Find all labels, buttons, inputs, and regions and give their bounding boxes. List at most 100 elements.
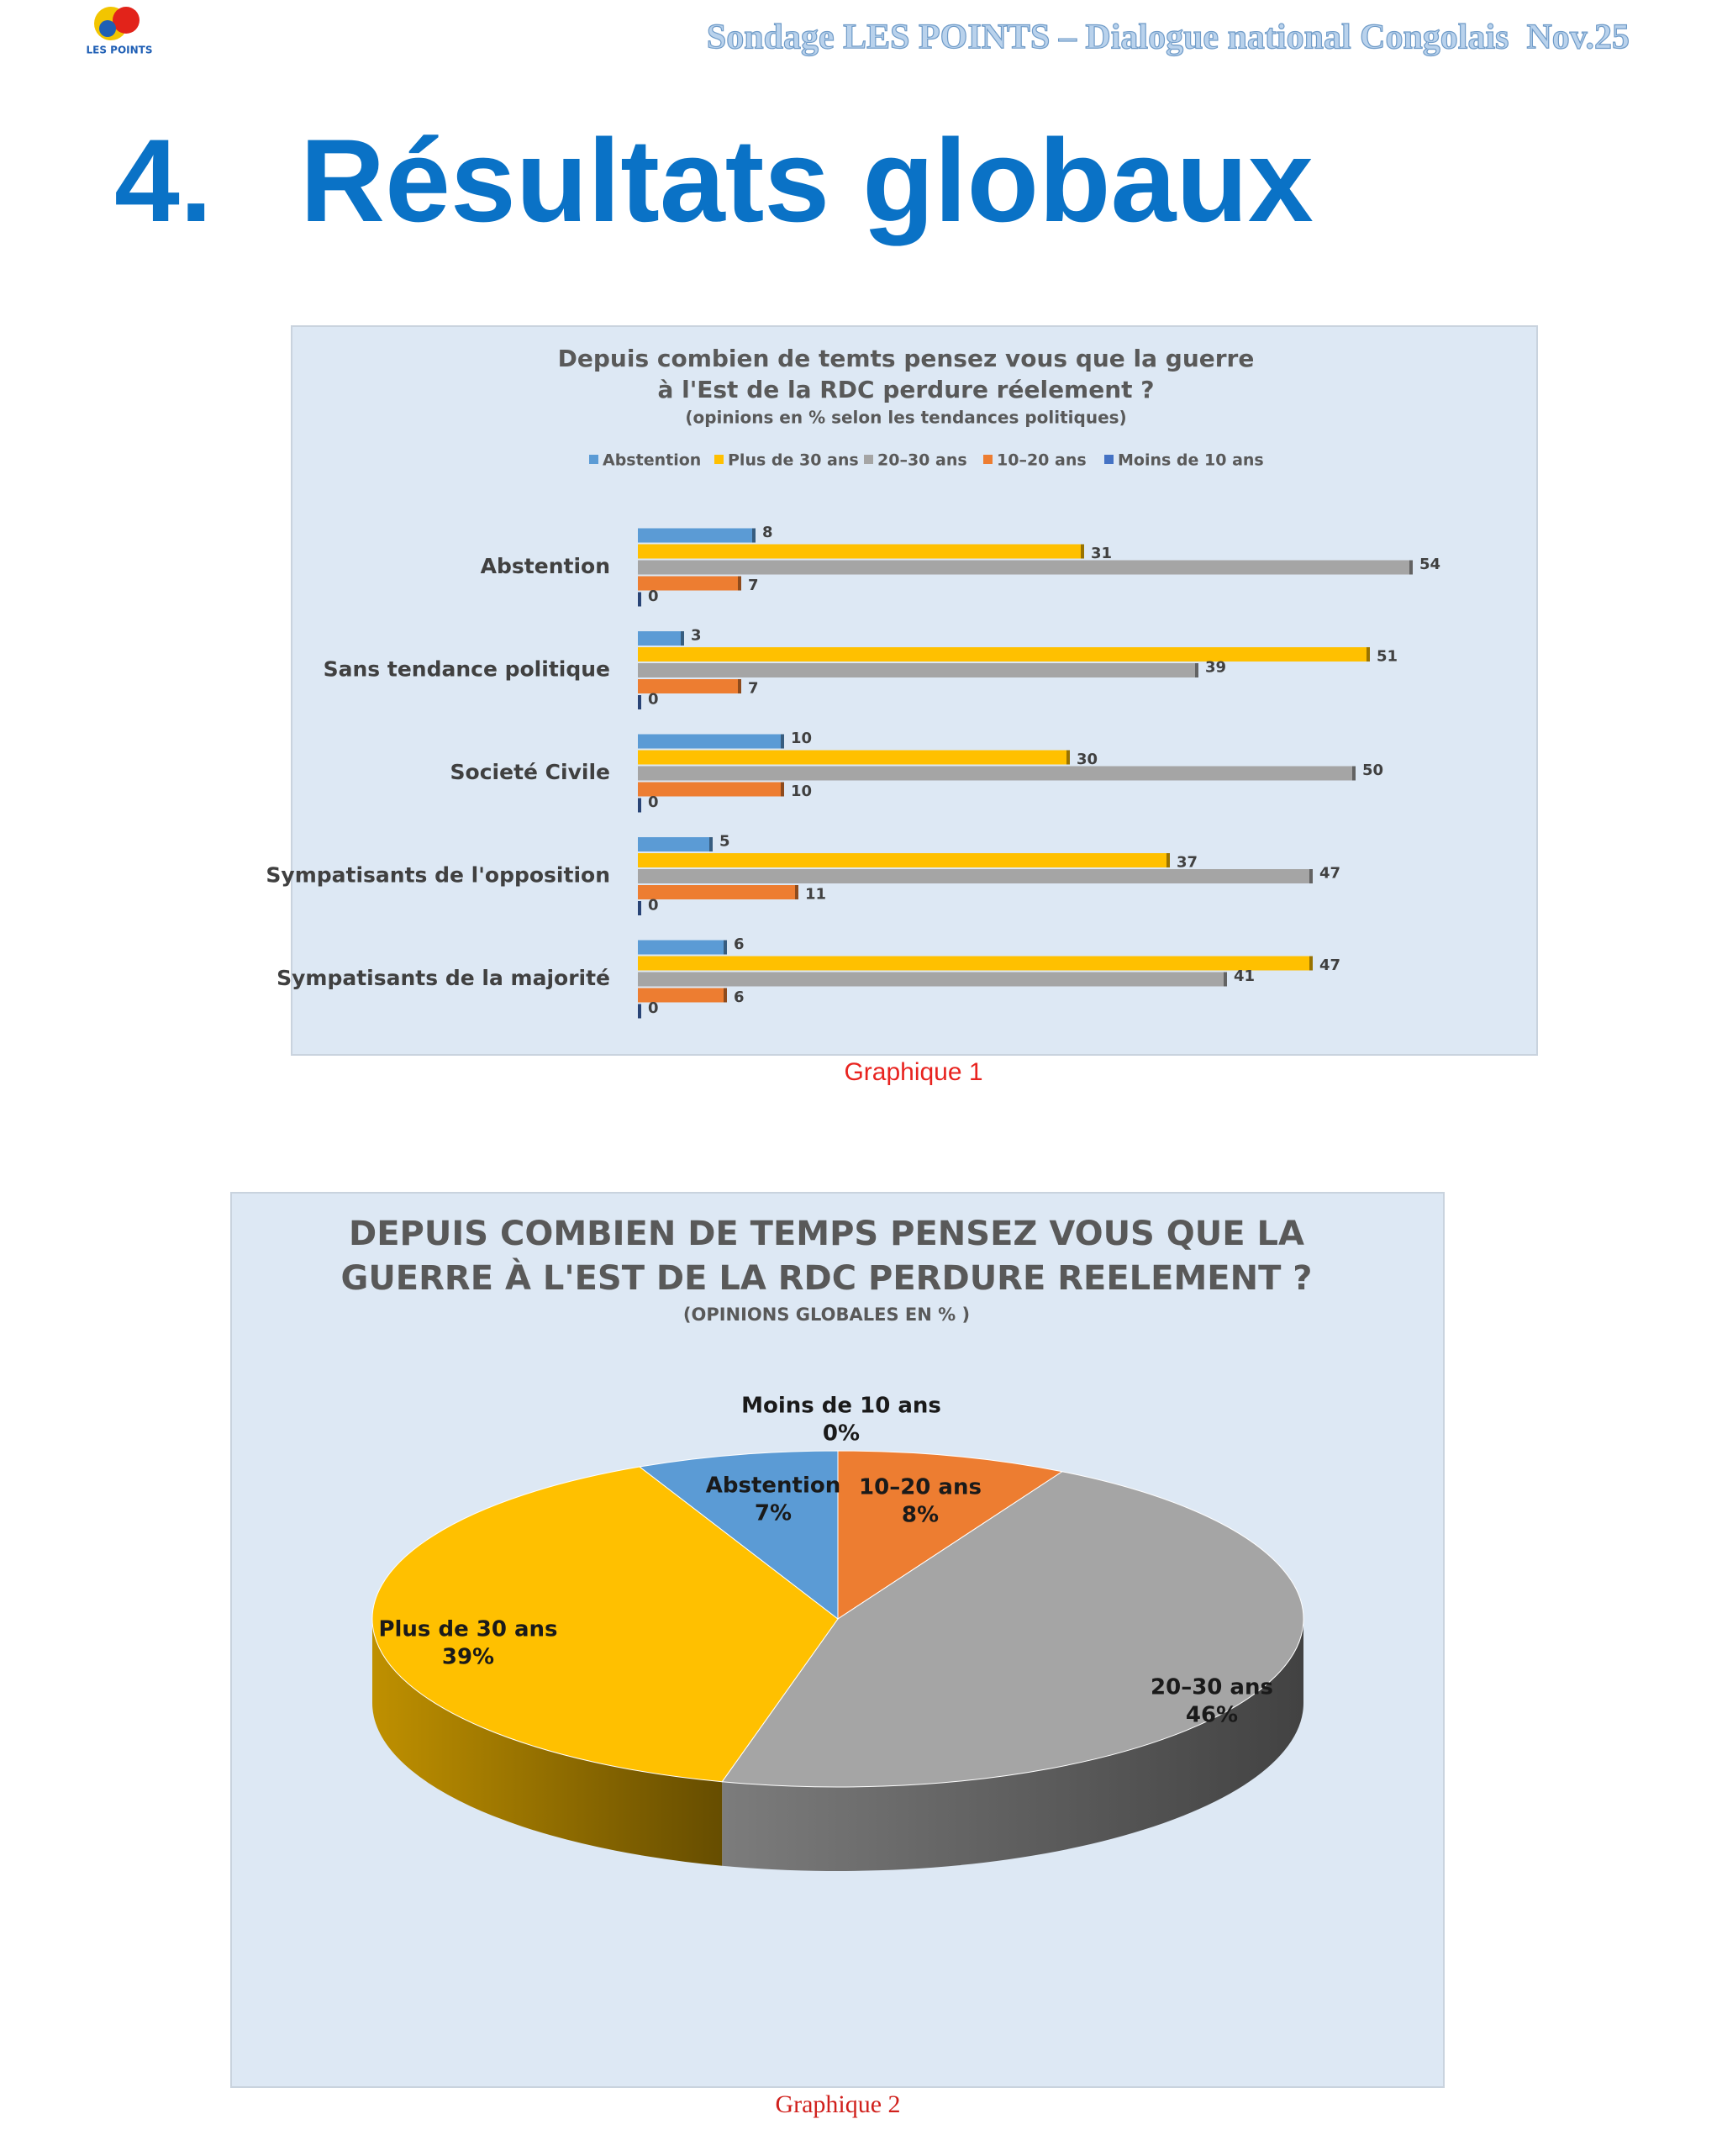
slice-label: Moins de 10 ans bbox=[741, 1394, 941, 1419]
legend-label: Plus de 30 ans bbox=[728, 451, 859, 470]
value-label: 3 bbox=[691, 627, 702, 645]
legend-swatch bbox=[1104, 455, 1114, 464]
category-label: Sympatisants de la majorité bbox=[276, 966, 610, 990]
bar-edge bbox=[1409, 560, 1413, 575]
bar-edge bbox=[638, 592, 641, 607]
bar-edge bbox=[638, 901, 641, 915]
bar bbox=[638, 679, 738, 693]
value-label: 39 bbox=[1205, 659, 1226, 677]
category-label: Sans tendance politique bbox=[324, 657, 610, 682]
value-label: 37 bbox=[1177, 854, 1198, 872]
bar-edge bbox=[738, 576, 741, 591]
slice-value: 8% bbox=[902, 1503, 939, 1528]
bar-edge bbox=[752, 528, 756, 543]
bar bbox=[638, 576, 738, 591]
pie-slice bbox=[837, 1450, 1064, 1620]
value-label: 11 bbox=[805, 886, 826, 904]
bar-edge bbox=[724, 988, 727, 1003]
logo-text: LES POINTS bbox=[87, 45, 153, 56]
value-label: 0 bbox=[648, 897, 659, 915]
bar-edge bbox=[638, 695, 641, 709]
bar-edge bbox=[681, 631, 684, 646]
legend-label: 20–30 ans bbox=[877, 451, 967, 470]
bar bbox=[638, 956, 1309, 971]
bar bbox=[638, 869, 1309, 883]
legend-swatch bbox=[864, 455, 873, 464]
chart-caption: Graphique 2 bbox=[775, 2090, 900, 2118]
bar-edge bbox=[1367, 647, 1370, 662]
legend-label: 10–20 ans bbox=[997, 451, 1087, 470]
pie-tops bbox=[371, 1450, 1304, 1788]
legend-label: Moins de 10 ans bbox=[1118, 451, 1264, 470]
category-label: Societé Civile bbox=[450, 760, 610, 784]
bar-edge bbox=[1224, 972, 1227, 987]
value-label: 0 bbox=[648, 999, 659, 1017]
category-label: Sympatisants de l'opposition bbox=[266, 863, 610, 888]
bar-edge bbox=[781, 782, 784, 797]
section-title: Résultats globaux bbox=[300, 114, 1314, 246]
value-label: 41 bbox=[1234, 967, 1255, 985]
value-label: 50 bbox=[1362, 762, 1383, 779]
bar-edge bbox=[638, 1004, 641, 1019]
value-label: 6 bbox=[734, 936, 745, 953]
legend-swatch bbox=[983, 455, 993, 464]
bar bbox=[638, 988, 724, 1003]
value-label: 0 bbox=[648, 793, 659, 811]
chart-caption: Graphique 1 bbox=[844, 1058, 982, 1086]
slice-label: 20–30 ans bbox=[1151, 1675, 1273, 1700]
chart-frame bbox=[291, 325, 1538, 1056]
value-label: 31 bbox=[1091, 545, 1112, 562]
value-label: 8 bbox=[762, 524, 773, 541]
bar bbox=[638, 940, 724, 955]
slice-value: 39% bbox=[442, 1645, 494, 1670]
legend-label: Abstention bbox=[603, 451, 701, 470]
slice-value: 7% bbox=[755, 1501, 792, 1526]
value-label: 7 bbox=[748, 577, 759, 594]
pie-slice bbox=[721, 1471, 1304, 1788]
logo-shape bbox=[113, 7, 140, 34]
bar bbox=[638, 734, 781, 749]
bar-edge bbox=[795, 885, 798, 899]
bar bbox=[638, 853, 1166, 867]
bar-edge bbox=[1081, 544, 1084, 559]
value-label: 0 bbox=[648, 588, 659, 605]
slice-label: 10–20 ans bbox=[859, 1475, 982, 1500]
bar bbox=[638, 631, 681, 646]
bar-edge bbox=[709, 837, 713, 851]
bar bbox=[638, 885, 795, 899]
category-label: Abstention bbox=[481, 554, 610, 578]
pie-side bbox=[722, 1619, 1303, 1871]
pie-sides bbox=[372, 1619, 1303, 1871]
bar-edge bbox=[1166, 853, 1170, 867]
bar bbox=[638, 782, 781, 797]
value-label: 30 bbox=[1077, 751, 1098, 768]
value-label: 51 bbox=[1377, 648, 1398, 666]
value-label: 10 bbox=[791, 730, 812, 747]
section-number: 4. bbox=[114, 114, 213, 246]
value-label: 7 bbox=[748, 680, 759, 698]
pie-slice bbox=[371, 1466, 839, 1783]
chart-title: à l'Est de la RDC perdure réelement ? bbox=[657, 376, 1154, 403]
value-label: 0 bbox=[648, 691, 659, 709]
chart-subtitle: (OPINIONS GLOBALES EN % ) bbox=[683, 1305, 970, 1325]
value-label: 47 bbox=[1319, 957, 1340, 974]
bar bbox=[638, 972, 1224, 987]
value-label: 47 bbox=[1319, 865, 1340, 883]
value-label: 54 bbox=[1419, 556, 1440, 573]
bar bbox=[638, 750, 1066, 765]
legend-swatch bbox=[589, 455, 598, 464]
legend-swatch bbox=[714, 455, 724, 464]
value-label: 5 bbox=[719, 833, 730, 851]
chart-title: GUERRE À L'EST DE LA RDC PERDURE REELEME… bbox=[340, 1257, 1312, 1298]
slice-value: 0% bbox=[823, 1421, 860, 1447]
bar-edge bbox=[638, 798, 641, 813]
bar bbox=[638, 837, 709, 851]
chart-subtitle: (opinions en % selon les tendances polit… bbox=[685, 408, 1126, 428]
bar-edge bbox=[1066, 750, 1070, 765]
slice-label: Abstention bbox=[706, 1473, 841, 1499]
bar-edge bbox=[738, 679, 741, 693]
bar bbox=[638, 647, 1367, 662]
bar-edge bbox=[724, 940, 727, 955]
